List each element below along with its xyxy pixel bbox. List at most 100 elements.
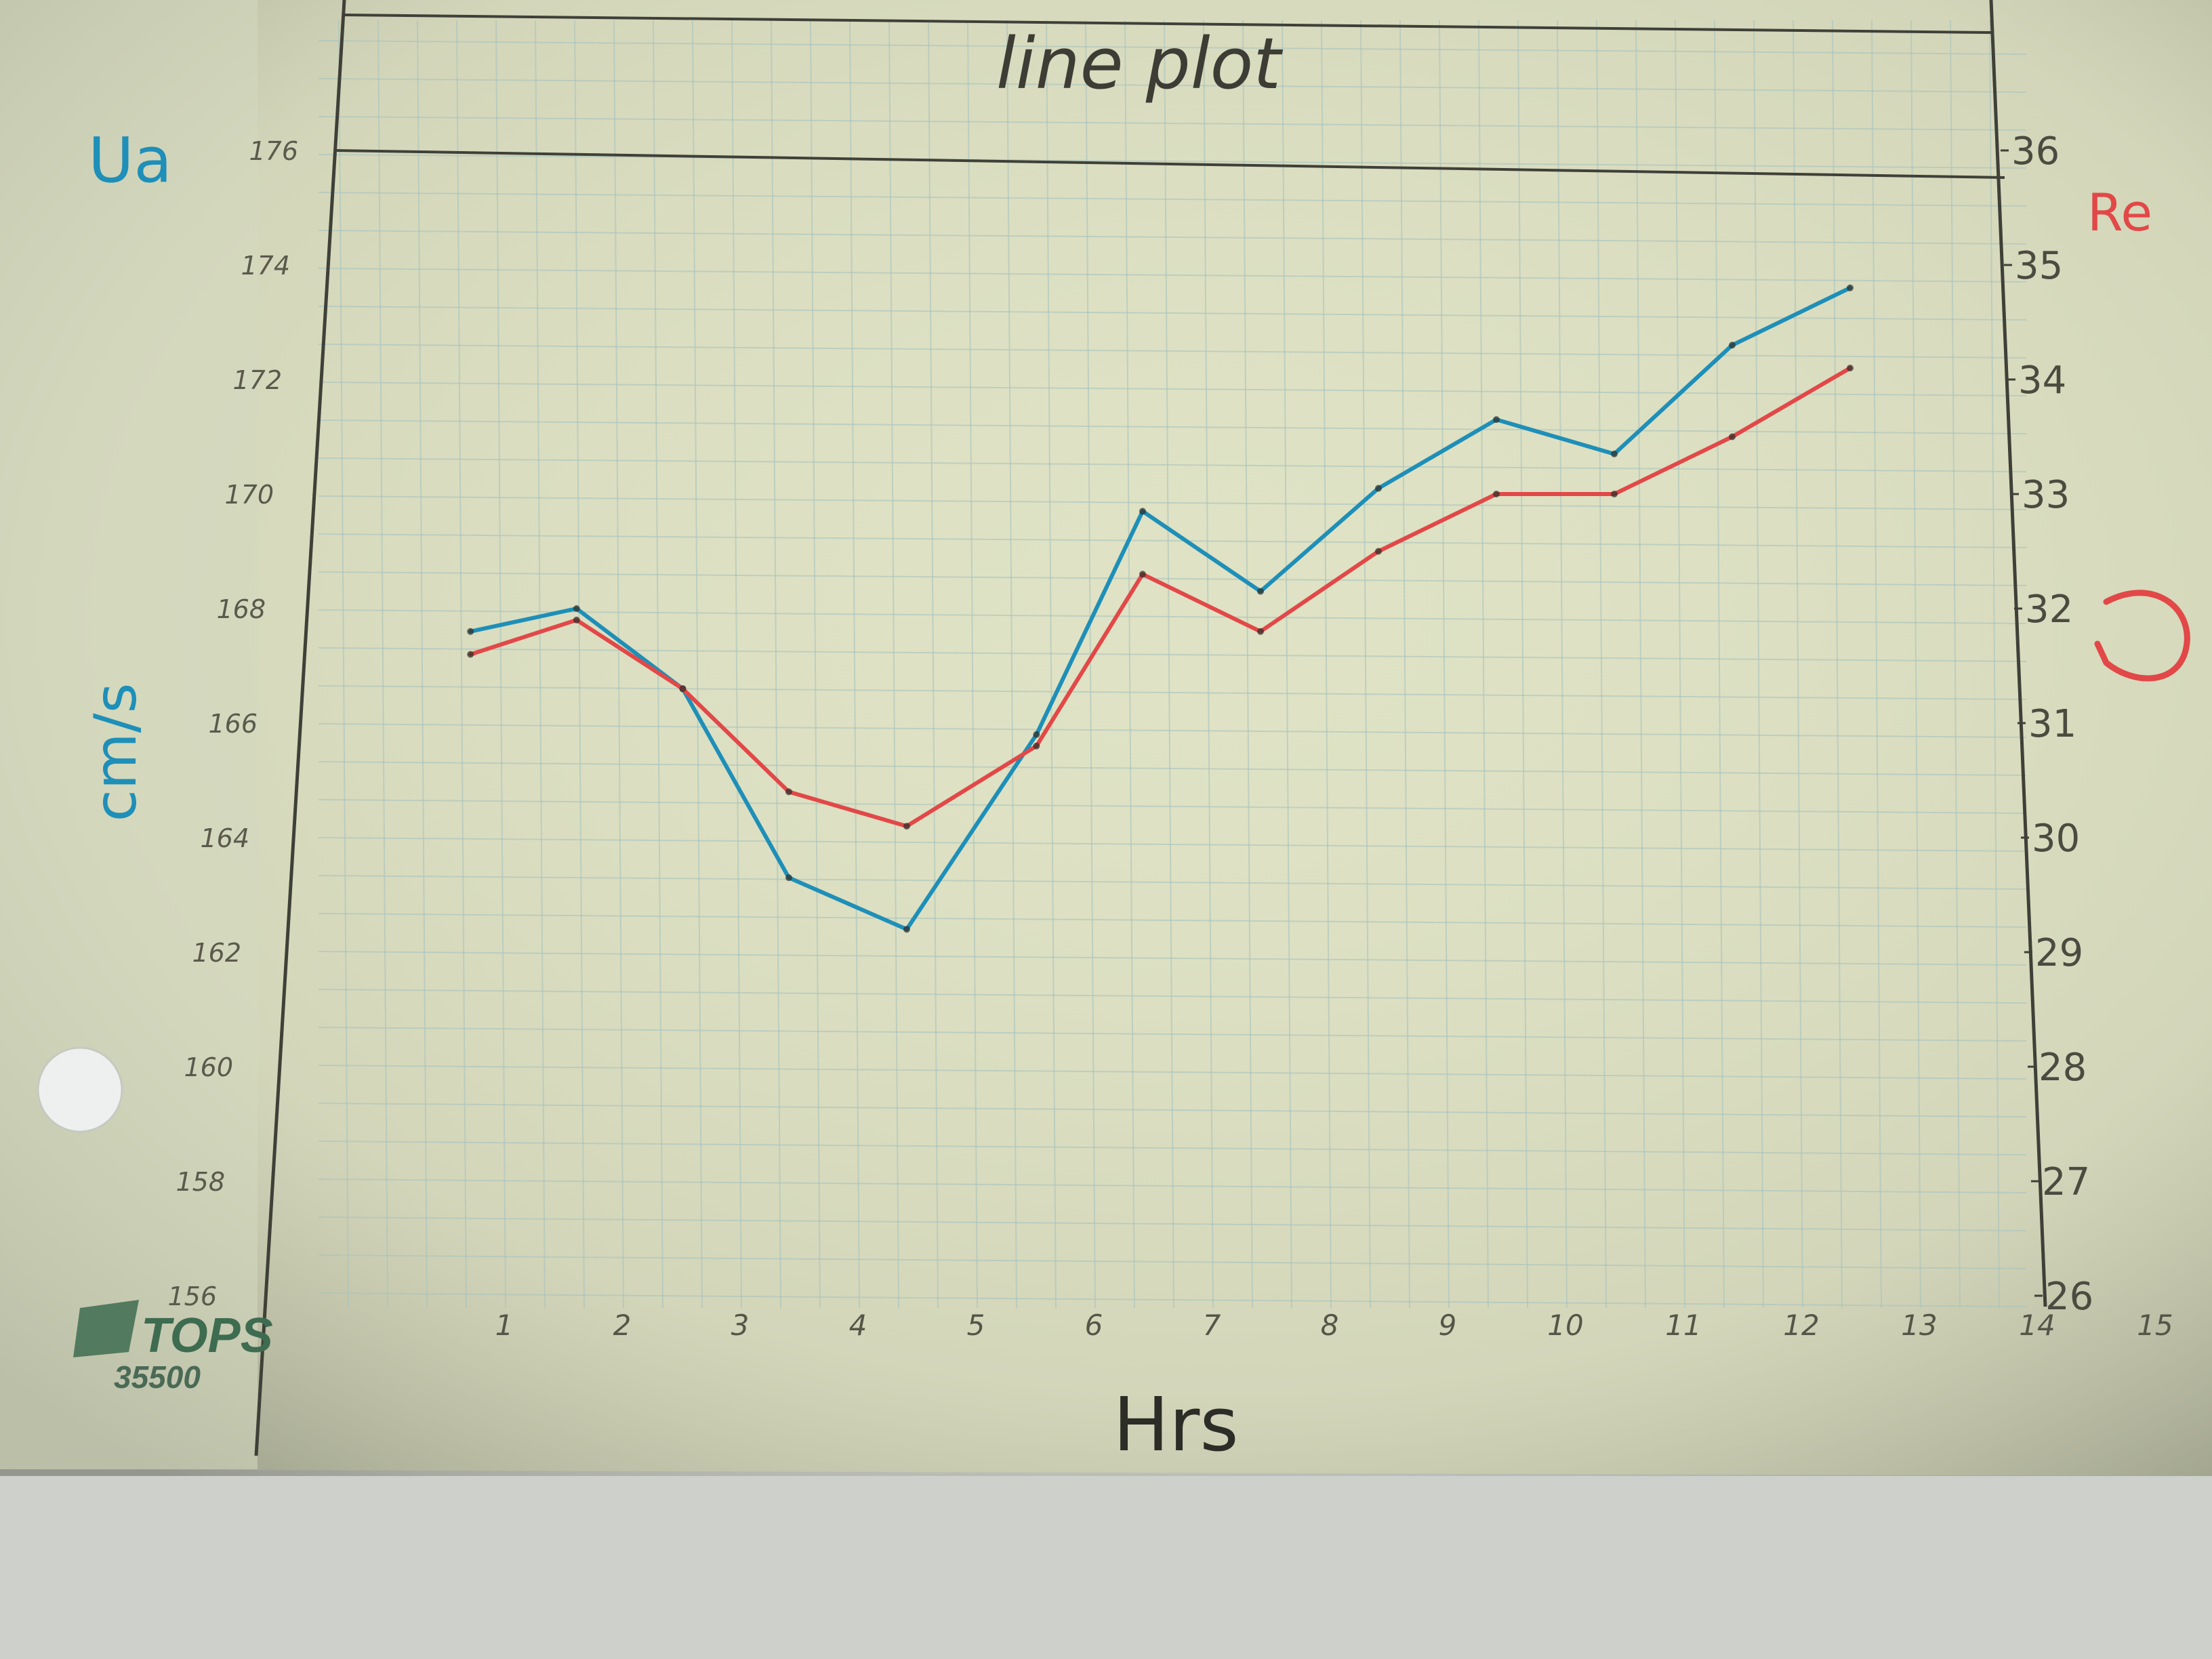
left-tick-label: 176 [249, 136, 298, 166]
grid-line-horizontal [318, 1065, 2027, 1080]
grid-line-horizontal [318, 799, 2027, 814]
x-tick-label: 15 [2137, 1309, 2173, 1342]
right-border-line [1989, 0, 2047, 1307]
x-axis-label: Hrs [1113, 1381, 1238, 1468]
tops-logo-mark [73, 1300, 139, 1357]
grid-line-horizontal [318, 723, 2027, 738]
right-tick-label: 34 [2018, 359, 2066, 403]
data-point-re [1611, 491, 1618, 497]
grid-line-horizontal [318, 685, 2027, 700]
grid-line-vertical [1399, 20, 1410, 1309]
grid-line-horizontal [318, 382, 2027, 396]
grid-line-horizontal [318, 951, 2027, 966]
data-point-ua [903, 926, 910, 933]
grid-line-vertical [495, 20, 506, 1309]
left-tick-label: 168 [216, 594, 266, 624]
x-tick-label: 14 [2019, 1309, 2055, 1342]
right-axis-ticks: 36 35 34 33 32 31 30 29 28 27 26 [2001, 129, 2093, 1319]
grid-line-horizontal [318, 306, 2027, 321]
x-tick-label: 2 [613, 1309, 632, 1342]
left-tick-label: 174 [241, 251, 290, 281]
grid-line-horizontal [318, 40, 2027, 55]
grid-line-horizontal [318, 344, 2027, 359]
grid-line-horizontal [318, 1254, 2027, 1269]
x-tick-label: 8 [1321, 1309, 1339, 1342]
data-point-re [679, 685, 687, 693]
grid-line-vertical [535, 20, 546, 1309]
x-tick-label: 3 [731, 1309, 750, 1342]
data-point-ua [1033, 731, 1040, 738]
left-axis-units: cm/s [82, 683, 150, 822]
grid-line-vertical [574, 20, 585, 1309]
grid-line-horizontal [318, 571, 2027, 586]
data-point-re [903, 823, 910, 830]
data-point-ua [1139, 508, 1146, 515]
grid-line-horizontal [318, 268, 2027, 283]
grid-line-horizontal [318, 457, 2027, 472]
data-point-ua [1375, 485, 1382, 492]
grid-line-horizontal [318, 116, 2027, 131]
grid-line-vertical [771, 20, 781, 1309]
grid-line-horizontal [318, 761, 2027, 776]
x-axis-ticks: 1 2 3 4 5 6 7 8 9 10 11 12 13 14 15 [495, 1309, 2173, 1342]
grid-line-vertical [417, 20, 428, 1309]
left-tick-label: 158 [176, 1167, 225, 1197]
grid-line-vertical [1321, 20, 1332, 1309]
left-tick-label: 160 [184, 1052, 233, 1082]
left-tick-label: 156 [167, 1282, 217, 1311]
right-tick-label: 27 [2042, 1160, 2090, 1204]
grid-line-vertical [1124, 20, 1135, 1309]
frame [254, 0, 2047, 1456]
grid-line-vertical [1557, 20, 1568, 1309]
right-tick-label: 36 [2011, 129, 2060, 173]
grid-line-vertical [1360, 20, 1371, 1309]
grid-line-vertical [338, 20, 349, 1309]
grid-line-horizontal [318, 78, 2027, 93]
data-point-ua [1611, 450, 1618, 457]
grid-line-horizontal [318, 1292, 2027, 1307]
grid-line-horizontal [318, 647, 2027, 662]
grid-line-horizontal [318, 154, 2027, 169]
grid-line-vertical [1675, 20, 1685, 1309]
right-axis-label: Re [2087, 182, 2152, 243]
left-tick-label: 164 [200, 823, 249, 853]
right-tick-label: 32 [2025, 588, 2073, 632]
grid-line-vertical [456, 20, 467, 1309]
binder-hole [37, 1046, 123, 1133]
data-point-ua [1729, 342, 1736, 349]
grid-line-vertical [377, 20, 388, 1309]
data-point-re [1139, 571, 1146, 578]
grid-line-horizontal [318, 1141, 2027, 1155]
left-border-line [254, 0, 346, 1456]
data-point-re [1847, 365, 1853, 372]
x-tick-label: 1 [495, 1309, 514, 1342]
x-tick-label: 12 [1783, 1309, 1819, 1342]
data-point-ua [467, 628, 474, 635]
top-rule-line [344, 14, 1992, 34]
left-tick-label: 170 [224, 480, 274, 510]
series-layer [467, 284, 1853, 933]
x-tick-label: 7 [1203, 1309, 1221, 1342]
grid-line-vertical [1714, 20, 1725, 1309]
grid-line-vertical [1006, 20, 1017, 1309]
right-tick-label: 30 [2032, 817, 2080, 861]
grid-line-vertical [1753, 20, 1764, 1309]
grid-line-vertical [653, 20, 663, 1309]
x-tick-label: 10 [1547, 1309, 1583, 1342]
grid-line-vertical [1439, 20, 1450, 1309]
data-point-re [785, 788, 792, 796]
grid-line-vertical [1793, 20, 1803, 1309]
grid-line-vertical [731, 20, 742, 1309]
left-axis-symbol: Ua [88, 124, 172, 197]
grid-line-vertical [1282, 20, 1292, 1309]
grid-line-horizontal [318, 495, 2027, 510]
x-tick-label: 4 [849, 1309, 867, 1342]
title-rule-line [335, 149, 2005, 179]
chart-title: line plot [996, 22, 1283, 105]
data-point-ua [1493, 416, 1500, 424]
grid-line-horizontal [318, 1103, 2027, 1118]
grid-line-vertical [1203, 20, 1214, 1309]
x-tick-label: 13 [1901, 1309, 1937, 1342]
right-tick-label: 35 [2015, 244, 2063, 288]
